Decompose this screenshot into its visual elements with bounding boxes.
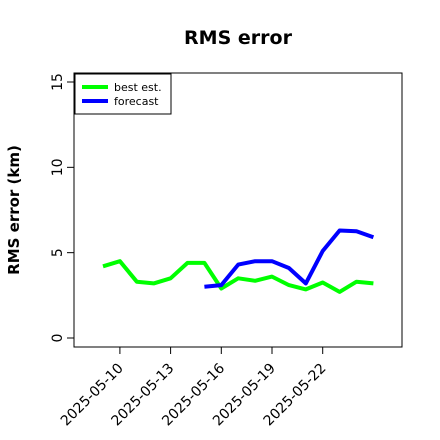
y-tick-label-0: 0 <box>50 334 66 343</box>
series-line-best-est <box>102 259 374 294</box>
plot-frame <box>73 72 403 348</box>
chart-title: RMS error <box>184 27 293 49</box>
axes-layer: 0510152025-05-102025-05-132025-05-162025… <box>50 73 330 429</box>
legend-box <box>74 73 172 115</box>
legend: best est. forecast <box>74 73 172 115</box>
y-tick-label-5: 5 <box>50 248 66 257</box>
y-tick-label-15: 15 <box>50 73 66 91</box>
legend-label-best-est: best est. <box>114 81 162 94</box>
series-layer <box>102 228 375 294</box>
series-line-forecast <box>204 228 375 289</box>
y-axis-label: RMS error (km) <box>5 145 23 275</box>
legend-label-forecast: forecast <box>114 95 159 108</box>
y-tick-label-10: 10 <box>50 158 66 176</box>
